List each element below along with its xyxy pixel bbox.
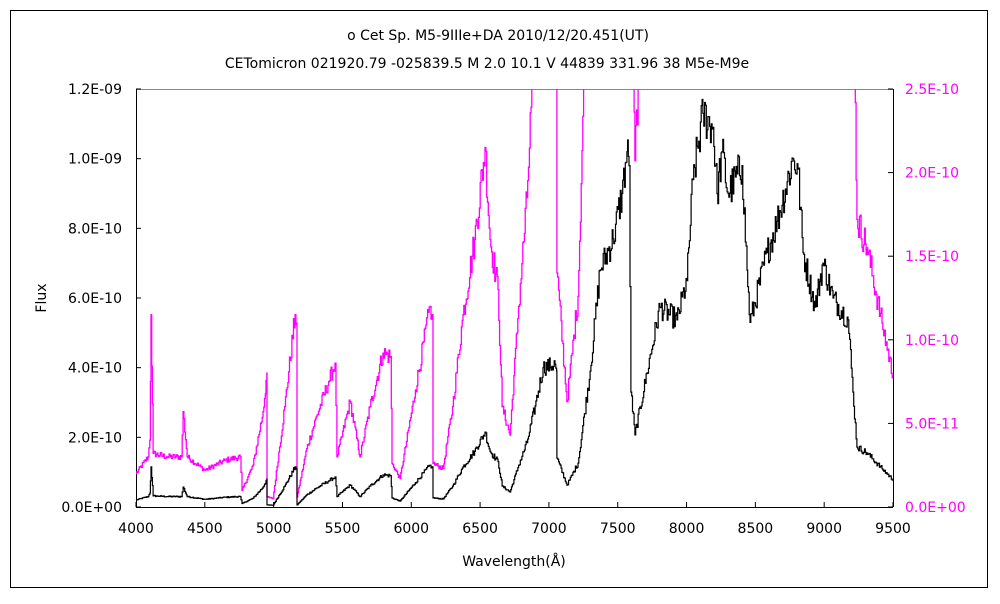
x-tick-label: 4000: [118, 521, 154, 537]
y-tick-label-left: 2.0E-10: [68, 430, 122, 446]
series-line-left-axis: [136, 98, 893, 506]
x-tick-label: 6500: [462, 521, 498, 537]
chart-title-line2: CETomicron 021920.79 -025839.5 M 2.0 10.…: [225, 56, 749, 72]
x-tick-label: 6000: [393, 521, 429, 537]
y-axis-label: Flux: [34, 283, 50, 312]
x-tick-label: 4500: [187, 521, 223, 537]
y-tick-label-right: 2.0E-10: [905, 166, 959, 182]
y-tick-label-left: 1.2E-09: [68, 82, 122, 98]
x-tick-label: 8000: [669, 521, 705, 537]
y-tick-label-right: 0.0E+00: [905, 500, 966, 516]
y-tick-label-right: 5.0E-11: [905, 416, 959, 432]
x-tick-label: 7000: [531, 521, 567, 537]
x-tick-label: 9500: [875, 521, 911, 537]
y-tick-label-left: 6.0E-10: [68, 291, 122, 307]
series-line-right-axis: [136, 89, 893, 500]
x-axis-label: Wavelength(Å): [462, 553, 566, 570]
chart-title-line1: ο Cet Sp. M5-9IIIe+DA 2010/12/20.451(UT): [347, 28, 649, 44]
x-tick-label: 5000: [256, 521, 292, 537]
y-tick-label-right: 2.5E-10: [905, 82, 959, 98]
x-tick-label: 5500: [325, 521, 361, 537]
y-tick-label-left: 4.0E-10: [68, 361, 122, 377]
x-tick-label: 7500: [600, 521, 636, 537]
y-tick-label-left: 8.0E-10: [68, 221, 122, 237]
y-tick-label-right: 1.0E-10: [905, 333, 959, 349]
x-tick-label: 8500: [738, 521, 774, 537]
y-tick-label-left: 0.0E+00: [61, 500, 122, 516]
y-tick-label-left: 1.0E-09: [68, 152, 122, 168]
x-tick-label: 9000: [806, 521, 842, 537]
y-tick-label-right: 1.5E-10: [905, 249, 959, 265]
